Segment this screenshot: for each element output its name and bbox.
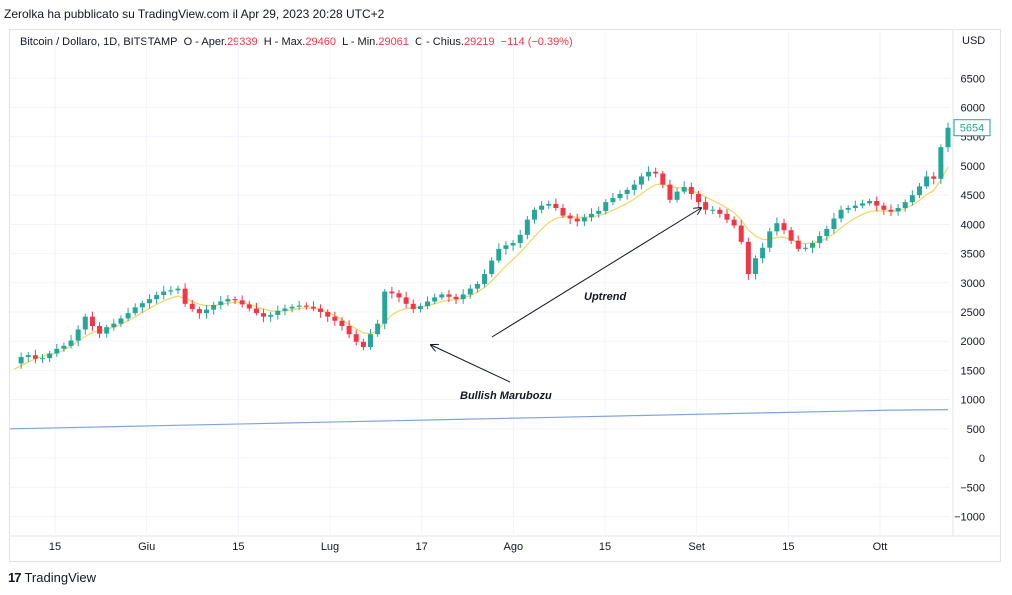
high-value: 29460 <box>305 36 336 48</box>
tradingview-logo-icon[interactable]: 17 <box>8 570 22 585</box>
ohlc-legend: Bitcoin / Dollaro, 1D, BITSTAMP O - Aper… <box>20 36 573 48</box>
symbol-label[interactable]: Bitcoin / Dollaro, 1D, BITSTAMP <box>20 36 178 48</box>
close-value: 29219 <box>463 36 495 48</box>
change-value: −114 (−0.39%) <box>500 36 573 48</box>
publish-line: Zerolka ha pubblicato su TradingView.com… <box>4 7 385 21</box>
brand-name[interactable]: TradingView <box>24 570 97 585</box>
high-label: H - Max. <box>263 36 306 48</box>
chart-frame <box>9 29 1001 562</box>
close-label: C - Chius. <box>415 36 464 48</box>
open-value: 29339 <box>227 36 258 48</box>
low-label: L - Min. <box>342 36 379 48</box>
open-label: O - Aper. <box>183 36 228 48</box>
low-value: 29061 <box>378 36 409 48</box>
footer: 17 TradingView <box>8 570 96 585</box>
